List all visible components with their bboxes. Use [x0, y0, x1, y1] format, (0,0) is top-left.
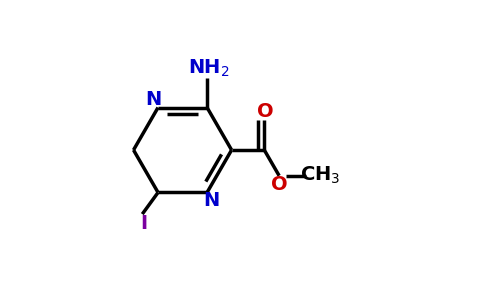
- Text: N: N: [204, 191, 220, 210]
- Text: CH$_3$: CH$_3$: [300, 165, 340, 186]
- Text: I: I: [140, 214, 147, 233]
- Text: NH$_2$: NH$_2$: [188, 58, 229, 79]
- Text: N: N: [145, 90, 161, 109]
- Text: O: O: [271, 175, 287, 194]
- Text: O: O: [257, 102, 273, 121]
